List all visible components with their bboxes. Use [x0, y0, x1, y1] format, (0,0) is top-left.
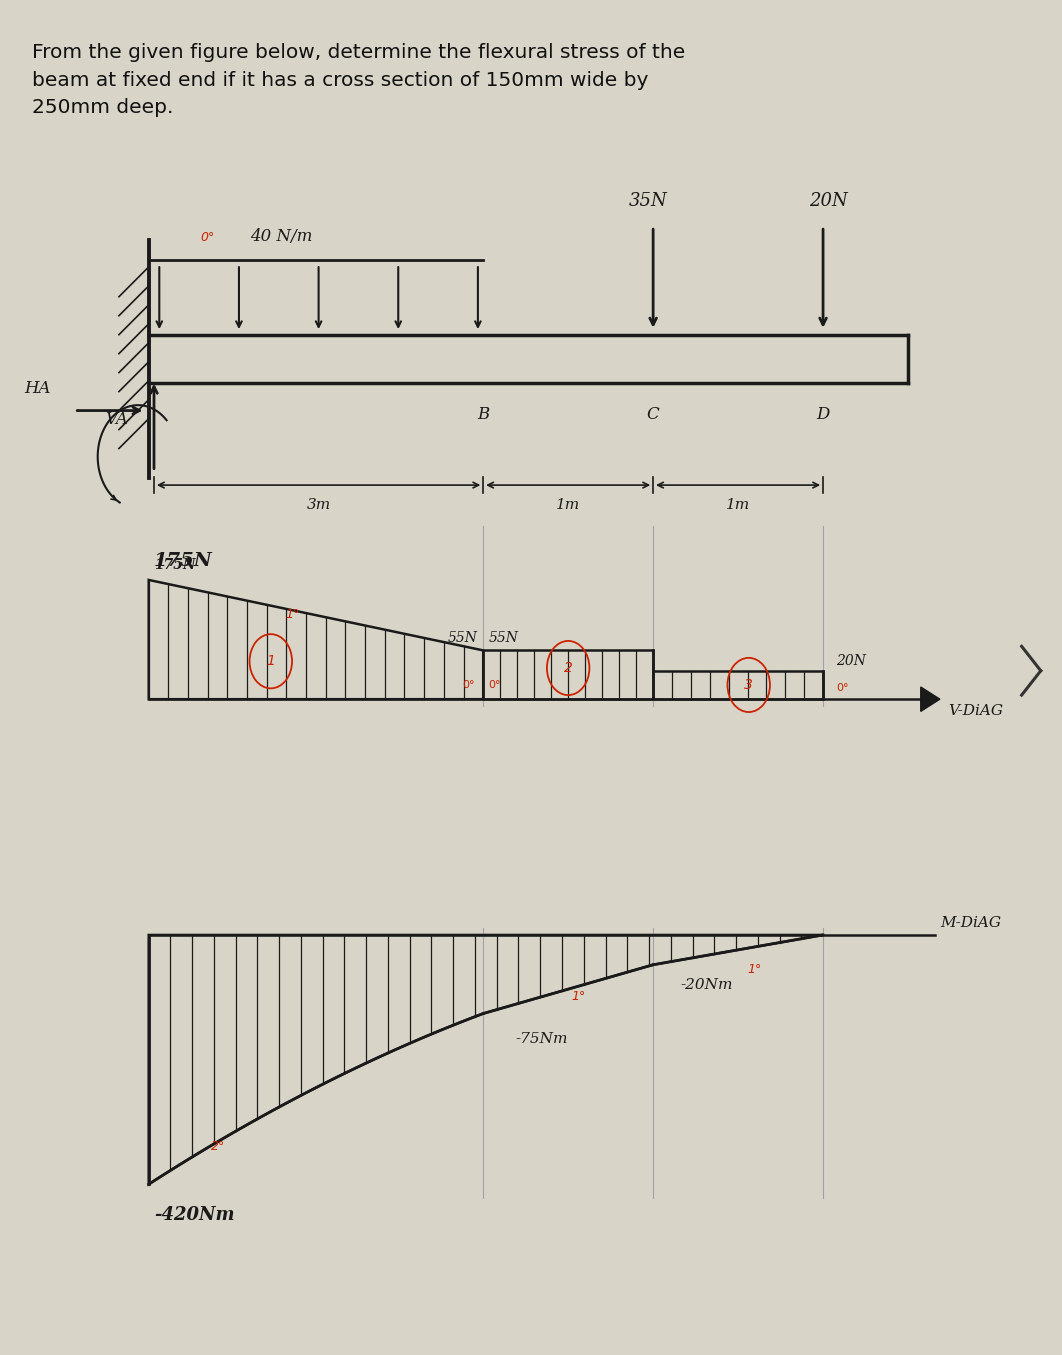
Text: 40 N/m: 40 N/m	[250, 228, 312, 245]
Text: D: D	[817, 405, 829, 423]
Text: 0°: 0°	[489, 680, 501, 690]
Text: V-DiAG: V-DiAG	[948, 705, 1004, 718]
Text: 1°: 1°	[285, 608, 299, 621]
Text: 175N: 175N	[154, 558, 195, 572]
Text: 1°: 1°	[747, 963, 761, 976]
Text: C: C	[647, 405, 660, 423]
Text: VA: VA	[105, 411, 129, 428]
Text: 2: 2	[564, 661, 572, 675]
Text: 55N: 55N	[448, 631, 478, 645]
Text: 55N: 55N	[489, 631, 518, 645]
Text: From the given figure below, determine the flexural stress of the
beam at fixed : From the given figure below, determine t…	[32, 43, 685, 117]
Text: 2°: 2°	[210, 1141, 225, 1153]
Text: M-DiAG: M-DiAG	[940, 916, 1000, 930]
Text: 3: 3	[744, 678, 753, 692]
Text: 175N: 175N	[154, 553, 212, 570]
Text: HA: HA	[24, 379, 50, 397]
Text: 0°: 0°	[462, 680, 475, 690]
Text: 1m: 1m	[556, 499, 580, 512]
Polygon shape	[921, 687, 940, 711]
Text: -20Nm: -20Nm	[680, 978, 733, 992]
Text: -75Nm: -75Nm	[515, 1033, 568, 1046]
Text: 1: 1	[267, 654, 275, 668]
Text: 35N: 35N	[629, 192, 667, 210]
Text: 0°: 0°	[200, 232, 215, 244]
Text: 1°: 1°	[571, 991, 586, 1003]
Text: B: B	[477, 405, 490, 423]
Text: 3m: 3m	[307, 499, 330, 512]
Text: 20N: 20N	[836, 654, 866, 668]
Text: 1m: 1m	[726, 499, 750, 512]
Text: 20N: 20N	[809, 192, 847, 210]
Text: 0°: 0°	[836, 683, 849, 692]
Text: -420Nm: -420Nm	[154, 1206, 235, 1224]
